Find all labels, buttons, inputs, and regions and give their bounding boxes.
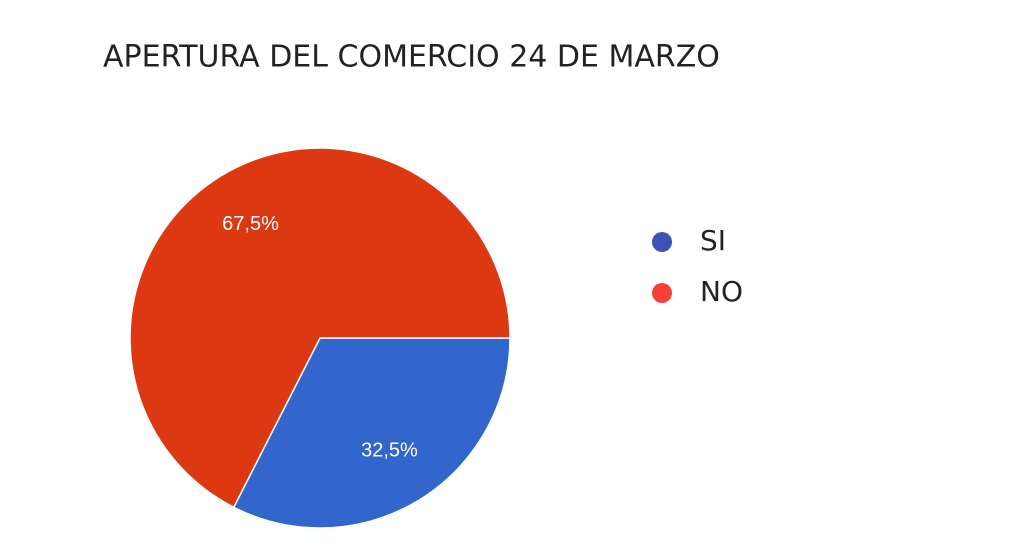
legend-label: SI [700, 224, 726, 257]
legend-label: NO [700, 275, 743, 308]
pie-slice [232, 337, 511, 529]
slice-label: 32,5% [361, 440, 418, 462]
legend-marker [652, 283, 672, 303]
slice-label: 67,5% [222, 213, 279, 235]
pie-slice [129, 147, 511, 509]
legend-marker [652, 232, 672, 252]
chart-title: APERTURA DEL COMERCIO 24 DE MARZO [103, 40, 720, 75]
